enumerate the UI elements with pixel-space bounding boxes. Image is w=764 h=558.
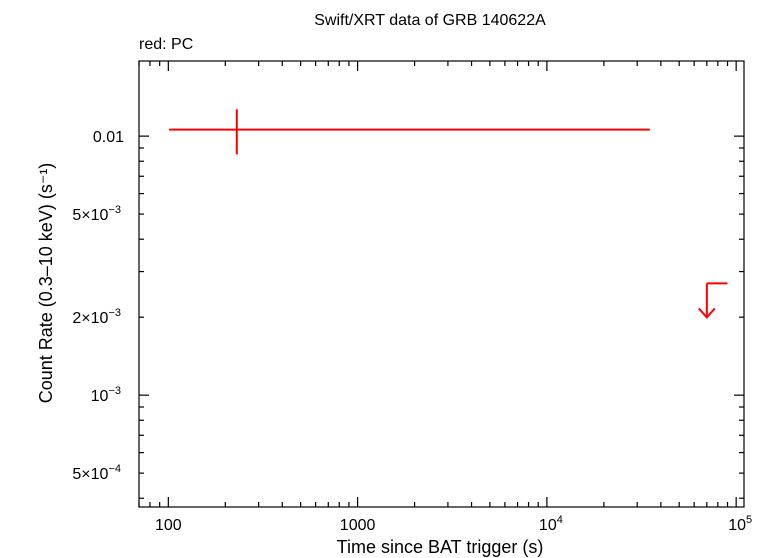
y-tick-labels: 0.01 5×10−3 2×10−3 10−3 5×10−4 [72, 129, 124, 483]
x-tick-label: 104 [539, 514, 563, 534]
x-tick-label: 1000 [340, 517, 376, 534]
x-tick-labels: 100 1000 104 105 [155, 514, 752, 534]
data-marks [169, 109, 728, 319]
axis-ticks [138, 61, 744, 507]
x-axis-label: Time since BAT trigger (s) [337, 537, 544, 557]
chart-title: Swift/XRT data of GRB 140622A [314, 12, 546, 29]
y-axis-label: Count Rate (0.3–10 keV) (s⁻¹) [36, 163, 56, 404]
upper-limit-arrowhead [698, 307, 716, 319]
y-tick-label: 0.01 [93, 129, 124, 146]
x-tick-label: 100 [155, 517, 182, 534]
x-tick-label: 105 [728, 514, 752, 534]
y-tick-label: 2×10−3 [72, 307, 121, 327]
chart-subtitle: red: PC [139, 36, 193, 53]
plot-frame [138, 60, 745, 508]
y-tick-label: 5×10−4 [72, 463, 121, 483]
y-tick-label: 10−3 [91, 385, 121, 405]
y-tick-label: 5×10−3 [72, 204, 121, 224]
